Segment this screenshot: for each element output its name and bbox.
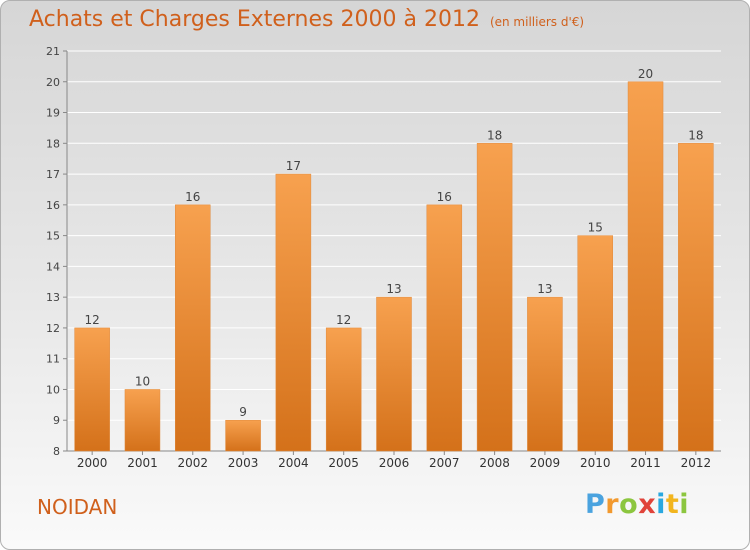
x-tick-label: 2010 [580,456,611,470]
x-tick-label: 2012 [681,456,712,470]
axis-layer: 8 9 10 11 12 13 14 15 16 17 18 19 20 21 [46,45,721,458]
y-tick-label: 9 [53,414,60,427]
data-label: 9 [239,405,247,419]
y-tick-label: 19 [46,107,60,120]
y-tick-label: 10 [46,383,60,396]
bar-2011 [627,81,664,452]
x-tick-label: 2011 [630,456,661,470]
proxiti-logo[interactable]: Proxiti [585,489,690,520]
data-label: 12 [336,313,351,327]
bar-2001 [124,389,161,452]
y-tick-label: 15 [46,230,60,243]
bar-2010 [577,235,613,452]
x-tick-label: 2005 [328,456,359,470]
bar-2009 [527,296,563,452]
bar-2012 [678,143,714,452]
commune-name: NOIDAN [37,495,118,519]
x-tick-label: 2008 [479,456,510,470]
y-tick-label: 12 [46,322,60,335]
bar-2007 [426,204,463,452]
data-label: 13 [386,282,401,296]
chart-title: Achats et Charges Externes 2000 à 2012 (e… [29,7,584,32]
data-label: 18 [688,128,703,142]
y-tick-label: 11 [46,353,60,366]
bar-2000 [74,327,110,452]
bar-2006 [376,296,412,452]
x-tick-label: 2001 [127,456,158,470]
bar-2002 [175,204,211,452]
label-layer: 2000 12 2001 10 2002 16 2003 9 2004 17 2005 12 2006 1… [77,67,711,470]
x-tick-label: 2002 [177,456,208,470]
y-tick-label: 18 [46,137,60,150]
data-label: 15 [588,221,603,235]
x-tick-label: 2004 [278,456,309,470]
data-label: 20 [638,67,653,81]
chart-title-text: Achats et Charges Externes 2000 à 2012 [29,7,480,32]
data-label: 18 [487,128,502,142]
y-tick-label: 21 [46,45,60,58]
data-label: 10 [135,374,150,388]
y-tick-label: 16 [46,199,60,212]
x-tick-label: 2009 [530,456,561,470]
x-tick-label: 2000 [77,456,108,470]
y-tick-label: 13 [46,291,60,304]
chart-subtitle: (en milliers d'€) [489,15,585,29]
data-label: 16 [437,190,452,204]
data-label: 13 [537,282,552,296]
x-tick-label: 2006 [379,456,410,470]
bar-2008 [476,143,513,452]
x-tick-label: 2003 [228,456,259,470]
data-label: 12 [85,313,100,327]
bar-2003 [225,419,261,452]
y-tick-label: 8 [53,445,60,458]
y-tick-label: 17 [46,168,60,181]
bar-2004 [275,173,312,452]
bar-layer [74,81,714,452]
bar-2005 [325,327,362,452]
data-label: 16 [185,190,200,204]
y-tick-label: 14 [46,260,60,273]
y-tick-label: 20 [46,76,60,89]
data-label: 17 [286,159,301,173]
x-tick-label: 2007 [429,456,460,470]
